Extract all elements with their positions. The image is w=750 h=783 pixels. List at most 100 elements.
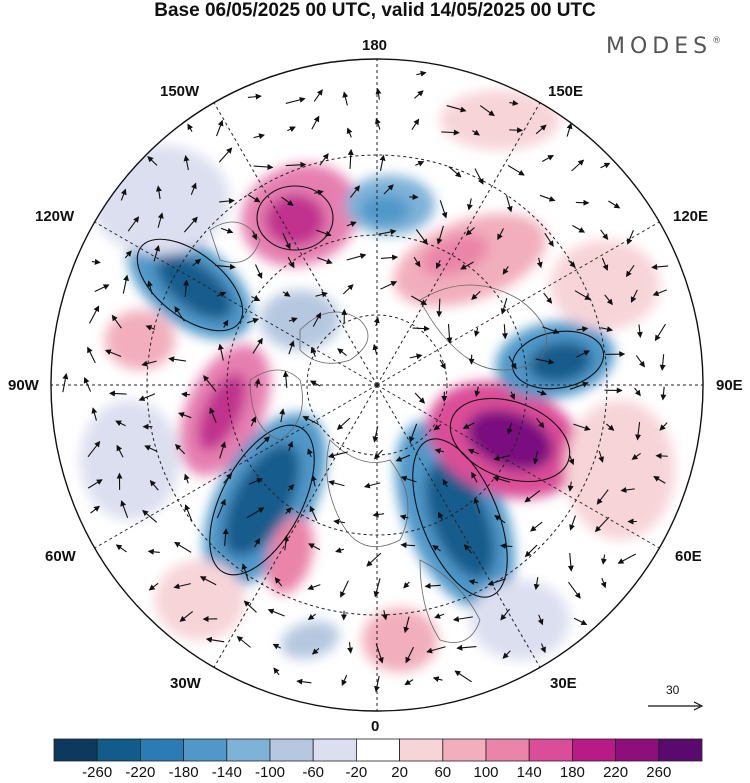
wind-vector-arrow-icon bbox=[574, 290, 591, 300]
wind-vector-arrow-icon bbox=[424, 582, 441, 589]
anomaly-region bbox=[470, 580, 570, 660]
wind-vector-arrow-icon bbox=[349, 185, 360, 198]
colorbar-swatch bbox=[399, 738, 444, 762]
wind-vector-arrow-icon bbox=[379, 154, 386, 172]
meridian-line bbox=[376, 384, 660, 549]
wind-vector-arrow-icon bbox=[104, 349, 122, 357]
wind-vector-arrow-icon bbox=[505, 195, 513, 213]
lon-label-60w: 60W bbox=[45, 548, 76, 565]
anomaly-region bbox=[466, 409, 554, 471]
wind-vector-arrow-icon bbox=[659, 354, 666, 371]
wind-vector-arrow-icon bbox=[248, 477, 263, 485]
wind-vector-arrow-icon bbox=[466, 198, 473, 211]
wind-vector-arrow-icon bbox=[415, 229, 428, 246]
wind-vector-arrow-icon bbox=[439, 200, 448, 219]
wind-vector-arrow-icon bbox=[309, 380, 321, 387]
anomaly-region bbox=[280, 620, 340, 660]
wind-vector-arrow-icon bbox=[174, 306, 185, 322]
anomaly-region bbox=[90, 145, 230, 255]
wind-vector-arrow-icon bbox=[147, 156, 158, 166]
wind-vector-arrow-icon bbox=[147, 548, 160, 555]
wind-vector-arrow-icon bbox=[652, 289, 667, 297]
wind-vector-arrow-icon bbox=[446, 105, 467, 113]
wind-vector-arrow-icon bbox=[342, 284, 354, 295]
wind-vector-arrow-icon bbox=[145, 325, 156, 331]
colorbar-swatch bbox=[312, 738, 357, 762]
colorbar-swatch bbox=[269, 738, 314, 762]
lon-label-120e: 120E bbox=[673, 208, 709, 225]
wind-vector-arrow-icon bbox=[635, 421, 642, 441]
wind-vector-arrow-icon bbox=[500, 297, 508, 315]
wind-vector-arrow-icon bbox=[395, 454, 411, 462]
wind-vector-arrow-icon bbox=[567, 481, 574, 492]
wind-vector-arrow-icon bbox=[500, 608, 511, 621]
wind-vector-arrow-icon bbox=[537, 614, 544, 626]
wind-vector-arrow-icon bbox=[115, 420, 126, 427]
wind-vector-arrow-icon bbox=[631, 452, 641, 460]
wind-vector-arrow-icon bbox=[404, 679, 414, 686]
wind-vector-arrow-icon bbox=[247, 93, 262, 100]
wind-vector-arrow-icon bbox=[287, 126, 296, 132]
wind-vector-arrow-icon bbox=[183, 216, 198, 233]
lon-label-150w: 150W bbox=[160, 83, 200, 100]
wind-vector-arrow-icon bbox=[566, 122, 573, 137]
anomaly-region bbox=[197, 373, 247, 451]
wind-vector-arrow-icon bbox=[634, 387, 641, 397]
wind-vector-arrow-icon bbox=[111, 314, 122, 329]
wind-vector-arrow-icon bbox=[282, 233, 291, 250]
wind-vector-arrow-icon bbox=[94, 284, 110, 293]
colorbar-tick-label: 60 bbox=[434, 764, 452, 781]
wind-vector-arrow-icon bbox=[155, 185, 162, 200]
colorbar-tick-label: 20 bbox=[391, 764, 408, 781]
wind-vector-arrow-icon bbox=[287, 440, 294, 451]
anomaly-region bbox=[80, 400, 180, 520]
wind-vector-arrow-icon bbox=[600, 162, 611, 169]
wind-vector-arrow-icon bbox=[273, 667, 280, 676]
colorbar-swatch bbox=[183, 738, 228, 762]
colorbar-tick-label: 100 bbox=[473, 764, 499, 781]
wind-vector-arrow-icon bbox=[473, 327, 480, 337]
wind-vector-arrow-icon bbox=[568, 259, 576, 268]
wind-vector-arrow-icon bbox=[108, 390, 127, 397]
wind-vector-arrow-icon bbox=[436, 298, 443, 318]
colorbar bbox=[53, 738, 703, 762]
lon-label-90e: 90E bbox=[716, 377, 743, 394]
wind-vector-arrow-icon bbox=[282, 370, 289, 388]
wind-vector-arrow-icon bbox=[465, 227, 475, 236]
wind-vector-arrow-icon bbox=[255, 436, 271, 450]
wind-vector-arrow-icon bbox=[316, 257, 333, 265]
wind-vector-arrow-icon bbox=[281, 196, 294, 206]
wind-vector-arrow-icon bbox=[347, 148, 354, 169]
wind-vector-arrow-icon bbox=[366, 552, 382, 567]
wind-vector-arrow-icon bbox=[120, 500, 129, 518]
wind-vector-arrow-icon bbox=[467, 448, 479, 455]
wind-vector-arrow-icon bbox=[346, 221, 357, 227]
wind-vector-arrow-icon bbox=[375, 87, 382, 100]
wind-vector-arrow-icon bbox=[138, 393, 156, 401]
wind-vector-arrow-icon bbox=[576, 326, 589, 333]
wind-vector-arrow-icon bbox=[219, 441, 227, 459]
wind-vector-arrow-icon bbox=[311, 115, 320, 130]
wind-vector-arrow-icon bbox=[253, 537, 261, 548]
wind-vector-arrow-icon bbox=[414, 392, 426, 404]
colorbar-swatch bbox=[572, 738, 617, 762]
wind-vector-arrow-icon bbox=[327, 451, 348, 459]
anomaly-region bbox=[260, 290, 340, 350]
wind-vector-arrow-icon bbox=[141, 360, 157, 367]
wind-vector-arrow-icon bbox=[474, 168, 484, 185]
wind-vector-arrow-icon bbox=[654, 323, 666, 342]
wind-vector-arrow-icon bbox=[174, 541, 192, 553]
wind-vector-arrow-icon bbox=[452, 616, 473, 623]
wind-vector-arrow-icon bbox=[502, 266, 509, 275]
wind-vector-arrow-icon bbox=[433, 424, 442, 431]
wind-vector-arrow-icon bbox=[471, 471, 478, 483]
wind-vector-arrow-icon bbox=[472, 129, 480, 136]
wind-vector-arrow-icon bbox=[216, 291, 227, 298]
colorbar-tick-label: -260 bbox=[82, 764, 113, 781]
wind-vector-arrow-icon bbox=[596, 489, 609, 505]
anomaly-region bbox=[266, 515, 314, 595]
wind-vector-arrow-icon bbox=[541, 154, 554, 162]
contour-line bbox=[136, 238, 244, 332]
wind-vector-arrow-icon bbox=[374, 675, 380, 693]
wind-vector-arrow-icon bbox=[346, 127, 353, 138]
